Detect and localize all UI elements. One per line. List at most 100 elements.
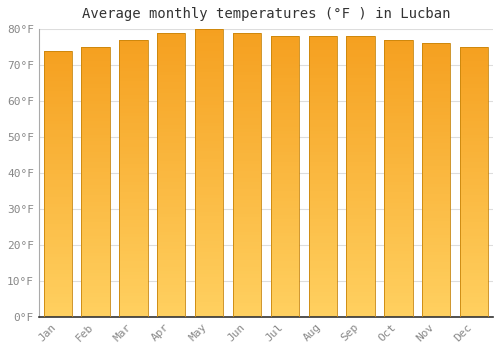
Bar	[119, 313, 148, 317]
Bar	[82, 286, 110, 290]
Bar	[384, 57, 412, 61]
Bar	[422, 119, 450, 122]
Bar	[384, 123, 412, 126]
Bar	[460, 54, 488, 57]
Bar	[422, 286, 450, 289]
Bar	[270, 169, 299, 173]
Bar	[44, 180, 72, 184]
Bar	[233, 224, 261, 228]
Bar	[119, 154, 148, 158]
Bar	[422, 64, 450, 67]
Bar	[233, 33, 261, 317]
Bar	[82, 239, 110, 243]
Bar	[157, 146, 186, 150]
Bar	[308, 257, 337, 261]
Bar	[270, 148, 299, 152]
Bar	[119, 102, 148, 106]
Bar	[346, 201, 375, 205]
Bar	[119, 161, 148, 164]
Bar	[44, 314, 72, 317]
Bar	[308, 215, 337, 219]
Bar	[233, 121, 261, 125]
Bar	[44, 240, 72, 244]
Bar	[308, 134, 337, 138]
Bar	[270, 208, 299, 212]
Bar	[460, 98, 488, 101]
Bar	[157, 97, 186, 100]
Bar	[384, 43, 412, 47]
Bar	[422, 187, 450, 190]
Bar	[195, 69, 224, 72]
Bar	[346, 254, 375, 257]
Bar	[44, 157, 72, 160]
Bar	[119, 126, 148, 130]
Bar	[460, 71, 488, 74]
Bar	[82, 158, 110, 162]
Bar	[270, 36, 299, 317]
Bar	[82, 104, 110, 108]
Bar	[270, 264, 299, 268]
Bar	[308, 205, 337, 208]
Bar	[422, 208, 450, 211]
Bar	[422, 84, 450, 88]
Bar	[82, 246, 110, 249]
Bar	[157, 82, 186, 86]
Bar	[157, 203, 186, 207]
Bar	[270, 275, 299, 278]
Bar	[233, 249, 261, 253]
Bar	[308, 299, 337, 303]
Bar	[270, 145, 299, 148]
Bar	[308, 92, 337, 96]
Bar	[233, 72, 261, 75]
Bar	[460, 64, 488, 67]
Bar	[195, 169, 224, 173]
Bar	[422, 255, 450, 259]
Bar	[195, 83, 224, 86]
Bar	[195, 105, 224, 108]
Bar	[270, 282, 299, 285]
Bar	[308, 208, 337, 212]
Bar	[195, 162, 224, 166]
Bar	[82, 67, 110, 71]
Bar	[460, 314, 488, 317]
Bar	[195, 238, 224, 241]
Bar	[44, 87, 72, 91]
Bar	[82, 118, 110, 121]
Bar	[233, 299, 261, 303]
Bar	[195, 116, 224, 119]
Bar	[460, 162, 488, 165]
Bar	[270, 141, 299, 145]
Bar	[346, 152, 375, 155]
Bar	[308, 183, 337, 187]
Bar	[384, 154, 412, 158]
Bar	[195, 216, 224, 220]
Bar	[233, 199, 261, 203]
Bar	[346, 169, 375, 173]
Bar	[270, 180, 299, 183]
Bar	[270, 113, 299, 117]
Bar	[422, 81, 450, 84]
Bar	[346, 215, 375, 219]
Bar	[233, 239, 261, 242]
Bar	[233, 175, 261, 178]
Bar	[384, 119, 412, 123]
Bar	[308, 43, 337, 47]
Bar	[119, 286, 148, 289]
Bar	[44, 184, 72, 187]
Bar	[346, 243, 375, 247]
Bar	[460, 290, 488, 293]
Bar	[119, 99, 148, 102]
Bar	[270, 131, 299, 134]
Bar	[460, 77, 488, 81]
Bar	[44, 250, 72, 254]
Bar	[157, 260, 186, 264]
Bar	[82, 111, 110, 114]
Bar	[384, 113, 412, 116]
Bar	[460, 165, 488, 168]
Bar	[346, 110, 375, 113]
Bar	[308, 40, 337, 43]
Bar	[346, 85, 375, 89]
Bar	[44, 270, 72, 274]
Bar	[233, 274, 261, 278]
Bar	[270, 215, 299, 219]
